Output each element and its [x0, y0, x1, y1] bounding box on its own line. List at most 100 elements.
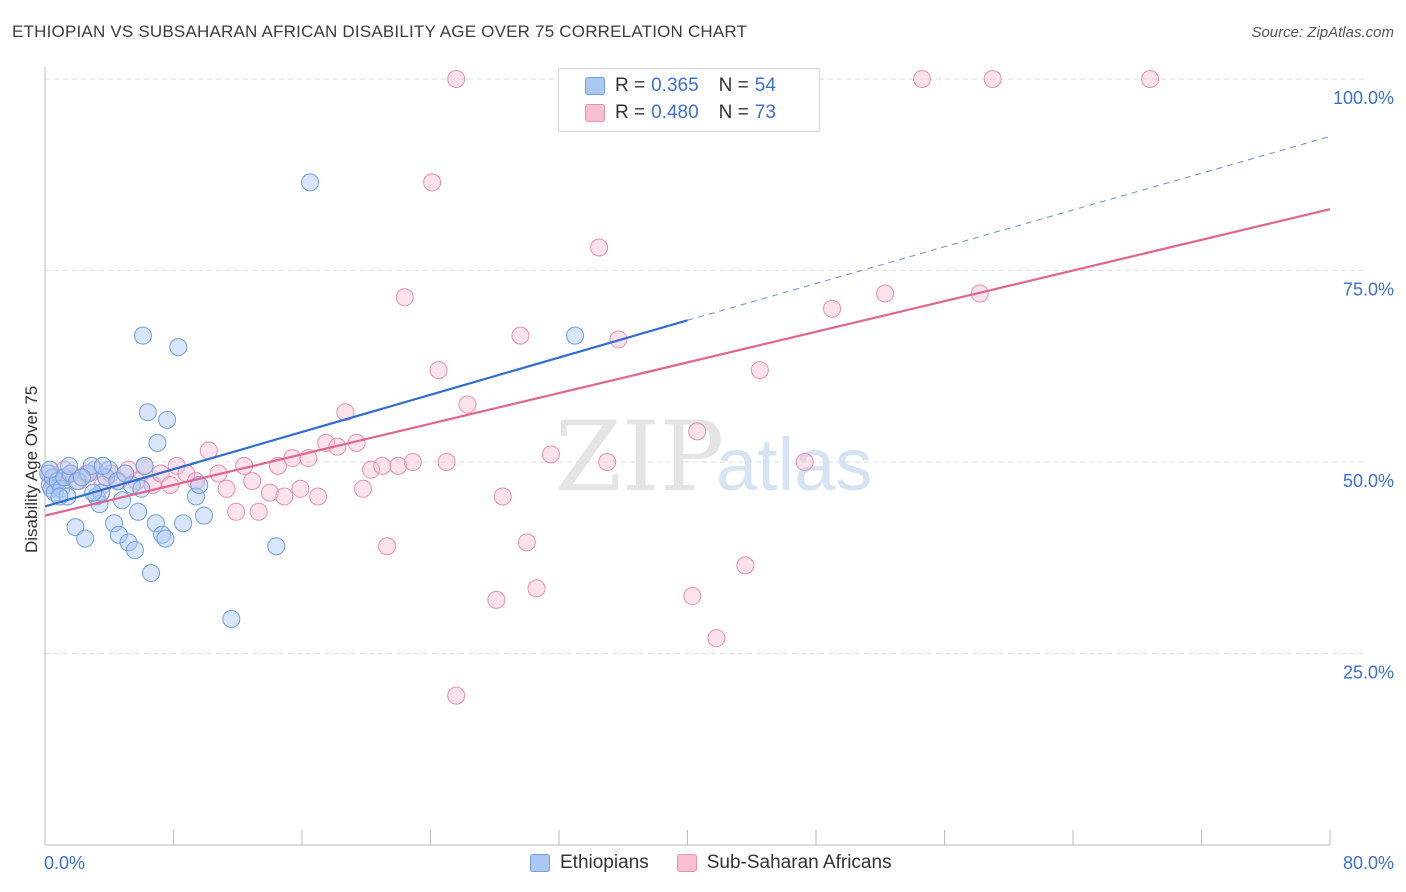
- point-sub-saharan-africans: [354, 479, 373, 498]
- trend-line-ethiopians-extension: [687, 135, 1331, 321]
- point-ethiopians: [129, 502, 148, 521]
- point-ethiopians: [566, 326, 585, 345]
- point-sub-saharan-africans: [217, 479, 236, 498]
- legend-swatch-blue: [530, 854, 550, 872]
- point-ethiopians: [135, 456, 154, 475]
- series-sub-saharan-africans: [40, 70, 1160, 705]
- point-sub-saharan-africans: [876, 284, 895, 303]
- legend-swatch-pink: [585, 104, 605, 122]
- point-sub-saharan-africans: [541, 445, 560, 464]
- point-ethiopians: [105, 514, 124, 533]
- point-ethiopians: [40, 460, 59, 479]
- point-sub-saharan-africans: [395, 288, 414, 307]
- point-sub-saharan-africans: [447, 70, 466, 88]
- point-ethiopians: [52, 479, 71, 498]
- point-ethiopians: [76, 529, 95, 548]
- legend-item-ethiopians[interactable]: Ethiopians: [530, 852, 649, 874]
- point-ethiopians: [142, 564, 161, 583]
- point-ethiopians: [158, 410, 177, 429]
- watermark-atlas: atlas: [716, 423, 872, 506]
- point-ethiopians: [113, 491, 132, 510]
- point-sub-saharan-africans: [736, 556, 755, 575]
- point-ethiopians: [119, 533, 138, 552]
- point-sub-saharan-africans: [487, 590, 506, 609]
- point-ethiopians: [146, 514, 165, 533]
- point-sub-saharan-africans: [336, 403, 355, 422]
- legend-n-value: 54: [754, 75, 776, 96]
- point-ethiopians: [93, 456, 112, 475]
- legend-r-label: R =: [615, 102, 646, 123]
- axes: [44, 67, 1331, 846]
- x-tick-label: 80.0%: [1343, 853, 1394, 873]
- watermark-zip: ZIP: [555, 401, 724, 513]
- source-credit: Source: ZipAtlas.com: [1251, 24, 1394, 41]
- point-ethiopians: [116, 464, 135, 483]
- point-sub-saharan-africans: [683, 587, 702, 606]
- point-sub-saharan-africans: [493, 487, 512, 506]
- watermark: ZIP atlas: [555, 401, 872, 513]
- point-sub-saharan-africans: [750, 361, 769, 380]
- point-ethiopians: [186, 487, 205, 506]
- legend-r-value: 0.480: [651, 102, 699, 123]
- point-sub-saharan-africans: [389, 456, 408, 475]
- point-sub-saharan-africans: [511, 326, 530, 345]
- point-sub-saharan-africans: [227, 502, 246, 521]
- point-sub-saharan-africans: [249, 502, 268, 521]
- point-sub-saharan-africans: [527, 579, 546, 598]
- legend-n-label: N =: [718, 75, 749, 96]
- trend-line-ethiopians: [44, 319, 688, 508]
- correlation-legend: R = 0.365 N = 54 R = 0.480 N = 73: [558, 68, 820, 132]
- point-sub-saharan-africans: [795, 453, 814, 471]
- point-ethiopians: [301, 173, 320, 192]
- series-legend: Ethiopians Sub-Saharan Africans: [530, 852, 920, 874]
- point-ethiopians: [156, 529, 175, 548]
- gridlines: [45, 78, 1366, 654]
- y-tick-label: 25.0%: [1343, 663, 1394, 683]
- legend-label-ethiopians: Ethiopians: [560, 852, 649, 873]
- y-tick-label: 50.0%: [1343, 471, 1394, 491]
- point-sub-saharan-africans: [423, 173, 442, 192]
- point-sub-saharan-africans: [309, 487, 328, 506]
- point-ethiopians: [267, 537, 286, 556]
- y-tick-label: 100.0%: [1333, 88, 1394, 108]
- point-sub-saharan-africans: [590, 238, 609, 257]
- legend-r-value: 0.365: [651, 75, 699, 96]
- y-axis-label: Disability Age Over 75: [22, 385, 41, 553]
- point-ethiopians: [138, 403, 157, 422]
- legend-swatch-pink: [676, 854, 697, 872]
- point-sub-saharan-africans: [378, 537, 397, 556]
- x-tick-label: 0.0%: [44, 853, 85, 873]
- y-tick-label: 75.0%: [1343, 280, 1394, 300]
- point-ethiopians: [195, 506, 214, 525]
- series-ethiopians: [39, 173, 585, 629]
- point-sub-saharan-africans: [362, 460, 381, 479]
- point-sub-saharan-africans: [823, 299, 842, 318]
- point-sub-saharan-africans: [429, 361, 448, 380]
- point-ethiopians: [72, 468, 91, 487]
- trend-line-sub-saharan-africans: [44, 208, 1331, 517]
- point-ethiopians: [148, 433, 167, 452]
- point-sub-saharan-africans: [517, 533, 536, 552]
- point-sub-saharan-africans: [458, 395, 477, 414]
- point-ethiopians: [125, 541, 144, 560]
- legend-label-sub-saharan-africans: Sub-Saharan Africans: [706, 852, 892, 873]
- legend-item-sub-saharan-africans[interactable]: Sub-Saharan Africans: [676, 852, 892, 874]
- point-sub-saharan-africans: [291, 479, 310, 498]
- point-ethiopians: [66, 518, 85, 537]
- point-ethiopians: [109, 525, 128, 544]
- point-ethiopians: [60, 456, 79, 475]
- legend-row-sub-saharan: R = 0.480 N = 73: [585, 100, 776, 126]
- point-sub-saharan-africans: [373, 456, 392, 475]
- point-sub-saharan-africans: [913, 70, 932, 88]
- point-sub-saharan-africans: [598, 453, 617, 471]
- point-sub-saharan-africans: [447, 686, 466, 705]
- point-ethiopians: [174, 514, 193, 533]
- point-ethiopians: [133, 326, 152, 345]
- legend-n-label: N =: [718, 102, 749, 123]
- point-ethiopians: [61, 464, 80, 483]
- point-sub-saharan-africans: [243, 472, 262, 491]
- point-ethiopians: [169, 338, 188, 357]
- point-sub-saharan-africans: [260, 483, 279, 502]
- point-sub-saharan-africans: [275, 487, 294, 506]
